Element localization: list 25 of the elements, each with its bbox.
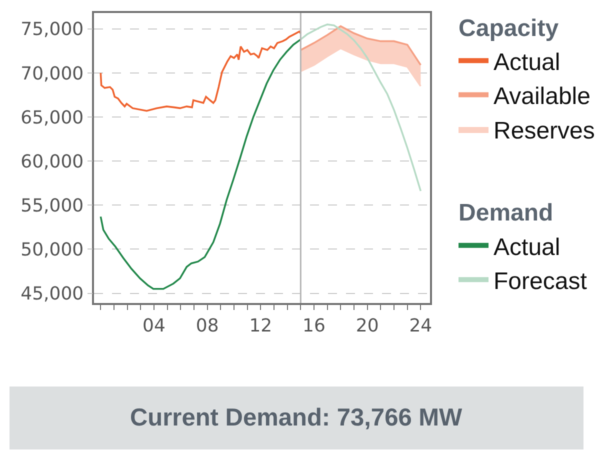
x-tick-label: 24	[409, 315, 432, 336]
text: Capacity	[458, 14, 559, 42]
y-tick-label: 75,000	[20, 19, 84, 40]
x-tick-label: 16	[302, 315, 326, 336]
y-tick-label: 65,000	[20, 107, 84, 128]
x-tick-label: 20	[356, 315, 379, 336]
x-tick-label: 12	[249, 315, 272, 336]
x-tick-label: 04	[142, 315, 166, 336]
y-tick-label: 45,000	[20, 284, 84, 305]
line-series	[100, 30, 302, 112]
line-series	[300, 24, 422, 192]
legend-label: Forecast	[494, 268, 588, 295]
y-tick-label: 55,000	[20, 195, 84, 216]
text: Current Demand: 73,766 MW	[130, 404, 464, 432]
line-series	[300, 25, 422, 66]
x-tick-label: 08	[196, 315, 219, 336]
legend-label: Actual	[494, 234, 560, 261]
y-tick-label: 50,000	[20, 240, 84, 261]
line-series	[100, 38, 302, 290]
text: Demand	[458, 200, 554, 227]
legend-label: Available	[494, 83, 590, 110]
legend-label: Reserves	[494, 117, 595, 144]
y-tick-label: 70,000	[20, 63, 84, 84]
y-tick-label: 60,000	[20, 151, 84, 172]
legend-label: Actual	[494, 48, 560, 76]
